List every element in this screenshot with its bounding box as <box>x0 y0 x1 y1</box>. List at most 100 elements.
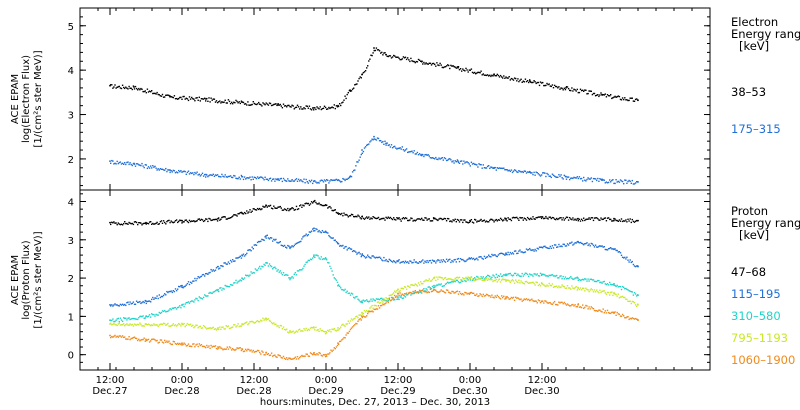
data-point <box>414 283 416 285</box>
data-point <box>305 105 307 107</box>
data-point <box>215 174 218 177</box>
data-point <box>605 220 608 222</box>
data-point <box>263 354 265 356</box>
data-point <box>442 259 444 261</box>
data-point <box>182 303 184 305</box>
data-point <box>249 104 251 106</box>
data-point <box>160 339 163 341</box>
data-point <box>637 219 639 222</box>
data-point <box>586 218 588 220</box>
data-point <box>199 219 201 221</box>
data-point <box>334 107 336 110</box>
data-point <box>123 86 125 89</box>
data-point <box>624 220 626 222</box>
data-point <box>345 97 347 100</box>
data-point <box>299 180 301 182</box>
data-point <box>557 286 559 289</box>
data-point <box>452 279 454 281</box>
data-point <box>420 291 422 293</box>
data-point <box>143 317 145 319</box>
data-point <box>458 276 461 278</box>
data-point <box>378 256 381 258</box>
data-point <box>631 317 633 319</box>
data-point <box>177 221 179 224</box>
data-point <box>248 322 250 325</box>
data-point <box>615 249 617 252</box>
data-point <box>229 259 232 262</box>
data-point <box>399 147 401 149</box>
data-point <box>113 335 115 338</box>
data-point <box>575 90 577 92</box>
data-point <box>453 259 455 261</box>
data-point <box>429 280 432 282</box>
y-axis-label-line: [1/(cm²s ster MeV)] <box>33 231 44 328</box>
data-point <box>544 300 546 302</box>
data-point <box>423 288 425 290</box>
data-point <box>200 327 203 329</box>
data-point <box>466 69 468 71</box>
data-point <box>181 304 183 306</box>
data-point <box>219 175 221 178</box>
data-point <box>530 81 532 83</box>
data-point <box>591 289 594 291</box>
data-point <box>507 77 509 79</box>
data-point <box>508 169 510 171</box>
data-point <box>370 257 372 259</box>
data-point <box>327 108 329 110</box>
data-point <box>184 170 186 173</box>
data-point <box>519 79 521 82</box>
data-point <box>429 62 432 64</box>
data-point <box>175 308 178 310</box>
data-point <box>454 258 456 261</box>
data-point <box>523 283 525 285</box>
data-point <box>515 279 517 281</box>
data-point <box>314 230 316 232</box>
data-point <box>301 108 303 110</box>
data-point <box>183 221 185 223</box>
data-point <box>457 67 459 69</box>
data-point <box>139 222 141 224</box>
data-point <box>586 93 588 95</box>
data-point <box>471 71 474 74</box>
data-point <box>326 259 328 261</box>
data-point <box>502 167 504 170</box>
data-point <box>373 256 375 258</box>
data-point <box>497 274 500 277</box>
data-point <box>629 300 631 302</box>
data-point <box>580 289 583 291</box>
data-point <box>291 179 293 181</box>
data-point <box>489 295 491 297</box>
data-point <box>402 56 405 58</box>
data-point <box>226 218 228 220</box>
data-point <box>359 76 361 78</box>
data-point <box>208 272 210 274</box>
data-point <box>323 354 326 356</box>
data-point <box>367 300 369 302</box>
data-point <box>320 231 322 234</box>
data-point <box>426 63 428 65</box>
data-point <box>509 251 511 254</box>
data-point <box>315 181 317 183</box>
data-point <box>222 349 224 351</box>
data-point <box>363 255 366 258</box>
data-point <box>186 220 189 223</box>
data-point <box>223 101 225 103</box>
data-point <box>479 219 481 222</box>
data-point <box>401 297 403 300</box>
data-point <box>573 278 575 280</box>
data-point <box>465 292 467 294</box>
data-point <box>346 323 348 325</box>
data-point <box>312 327 314 329</box>
data-point <box>348 215 351 217</box>
data-point <box>474 259 476 261</box>
data-point <box>594 244 597 246</box>
data-point <box>127 324 129 326</box>
data-point <box>214 290 217 292</box>
data-point <box>360 218 362 220</box>
data-point <box>402 288 405 290</box>
data-point <box>358 319 360 321</box>
data-point <box>387 297 389 300</box>
series-38–53 <box>109 47 639 111</box>
data-point <box>565 278 568 280</box>
